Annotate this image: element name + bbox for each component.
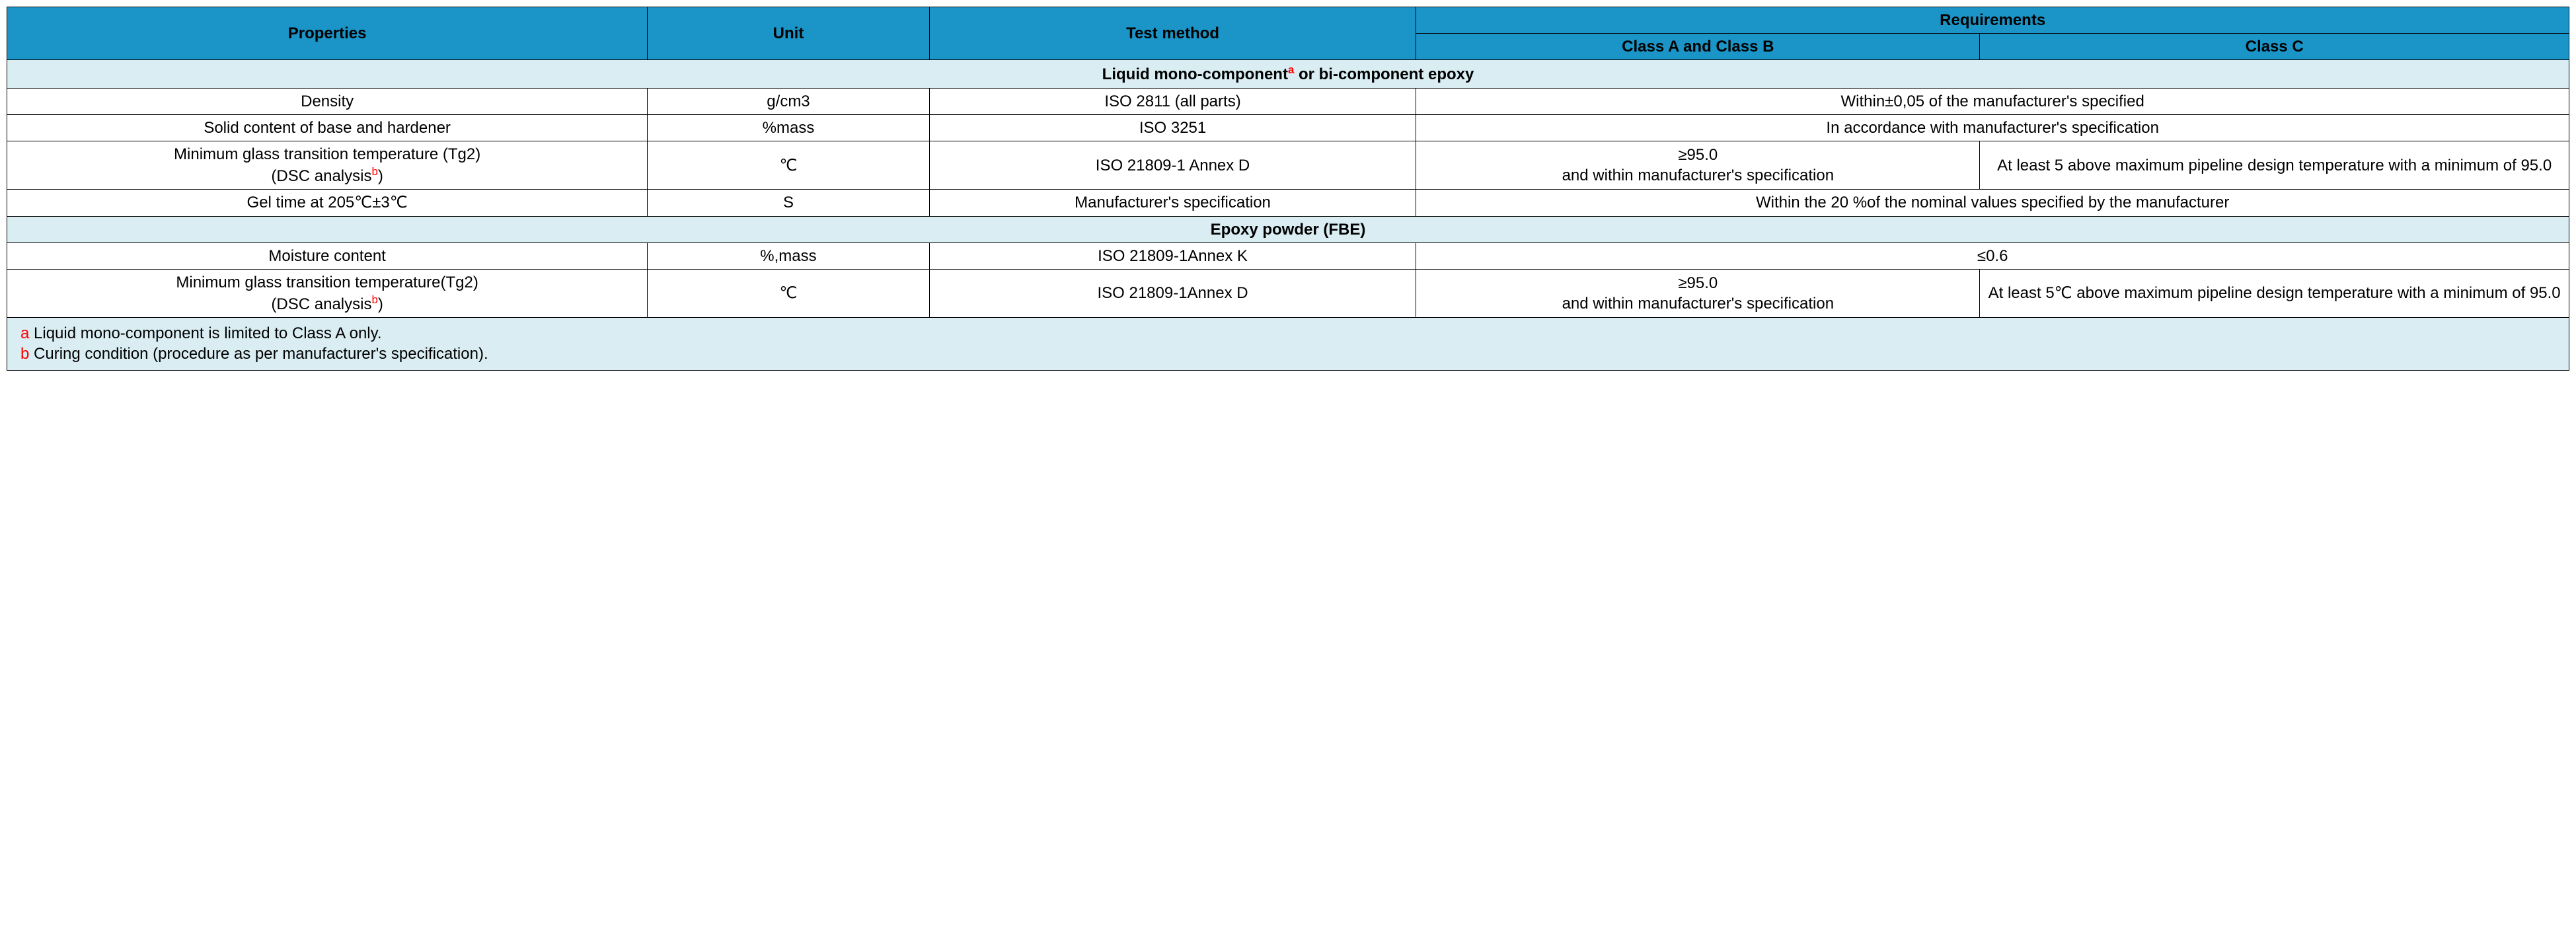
cell-req: ≤0.6	[1416, 242, 2569, 269]
footnote-b-marker: b	[20, 345, 29, 363]
header-test-method: Test method	[929, 7, 1416, 60]
cell-test: ISO 2811 (all parts)	[929, 88, 1416, 114]
footnote-a-text: Liquid mono-component is limited to Clas…	[29, 324, 381, 342]
cell-prop: Minimum glass transition temperature (Tg…	[7, 141, 648, 189]
header-unit: Unit	[648, 7, 929, 60]
header-class-c: Class C	[1980, 34, 2569, 60]
cell-req: Within the 20 %of the nominal values spe…	[1416, 190, 2569, 216]
cell-unit: ℃	[648, 141, 929, 189]
cell-prop: Solid content of base and hardener	[7, 114, 648, 141]
section1-title-post: or bi-component epoxy	[1294, 65, 1474, 83]
cell-prop: Gel time at 205℃±3℃	[7, 190, 648, 216]
cell-req-ab: ≥95.0and within manufacturer's specifica…	[1416, 269, 1980, 317]
row-solid-content: Solid content of base and hardener %mass…	[7, 114, 2569, 141]
cell-req-c: At least 5℃ above maximum pipeline desig…	[1980, 269, 2569, 317]
cell-prop: Density	[7, 88, 648, 114]
row-density: Density g/cm3 ISO 2811 (all parts) Withi…	[7, 88, 2569, 114]
cell-prop: Moisture content	[7, 242, 648, 269]
cell-unit: S	[648, 190, 929, 216]
cell-test: ISO 21809-1Annex K	[929, 242, 1416, 269]
prop-line2-post: )	[378, 167, 383, 185]
footnote-b-text: Curing condition (procedure as per manuf…	[29, 345, 488, 363]
cell-test: ISO 21809-1 Annex D	[929, 141, 1416, 189]
header-properties: Properties	[7, 7, 648, 60]
cell-unit: ℃	[648, 269, 929, 317]
footnotes-cell: a Liquid mono-component is limited to Cl…	[7, 318, 2569, 370]
footnote-a-marker: a	[20, 324, 29, 342]
cell-req-c: At least 5 above maximum pipeline design…	[1980, 141, 2569, 189]
section-liquid-epoxy-header: Liquid mono-componenta or bi-component e…	[7, 60, 2569, 88]
prop-line2-pre: (DSC analysis	[271, 295, 371, 313]
row-min-glass-powder: Minimum glass transition temperature(Tg2…	[7, 269, 2569, 317]
row-gel-time: Gel time at 205℃±3℃ S Manufacturer's spe…	[7, 190, 2569, 216]
footnote-marker-a: a	[1288, 63, 1294, 76]
cell-req: Within±0,05 of the manufacturer's specif…	[1416, 88, 2569, 114]
section1-title-pre: Liquid mono-component	[1102, 65, 1288, 83]
prop-line2-post: )	[378, 295, 383, 313]
row-min-glass-liquid: Minimum glass transition temperature (Tg…	[7, 141, 2569, 189]
cell-test: ISO 3251	[929, 114, 1416, 141]
requirements-table: Properties Unit Test method Requirements…	[7, 7, 2569, 371]
prop-line2-pre: (DSC analysis	[271, 167, 371, 185]
section-epoxy-powder-header: Epoxy powder (FBE)	[7, 216, 2569, 242]
cell-req-ab: ≥95.0and within manufacturer's specifica…	[1416, 141, 1980, 189]
row-moisture: Moisture content %,mass ISO 21809-1Annex…	[7, 242, 2569, 269]
header-class-ab: Class A and Class B	[1416, 34, 1980, 60]
prop-line1: Minimum glass transition temperature (Tg…	[174, 145, 480, 163]
cell-test: Manufacturer's specification	[929, 190, 1416, 216]
footnote-marker-b: b	[371, 293, 377, 306]
cell-prop: Minimum glass transition temperature(Tg2…	[7, 269, 648, 317]
prop-line1: Minimum glass transition temperature(Tg2…	[176, 274, 478, 291]
cell-unit: %,mass	[648, 242, 929, 269]
cell-req: In accordance with manufacturer's specif…	[1416, 114, 2569, 141]
footnotes-row: a Liquid mono-component is limited to Cl…	[7, 318, 2569, 370]
cell-unit: g/cm3	[648, 88, 929, 114]
cell-test: ISO 21809-1Annex D	[929, 269, 1416, 317]
footnote-marker-b: b	[371, 165, 377, 178]
header-requirements: Requirements	[1416, 7, 2569, 34]
cell-unit: %mass	[648, 114, 929, 141]
